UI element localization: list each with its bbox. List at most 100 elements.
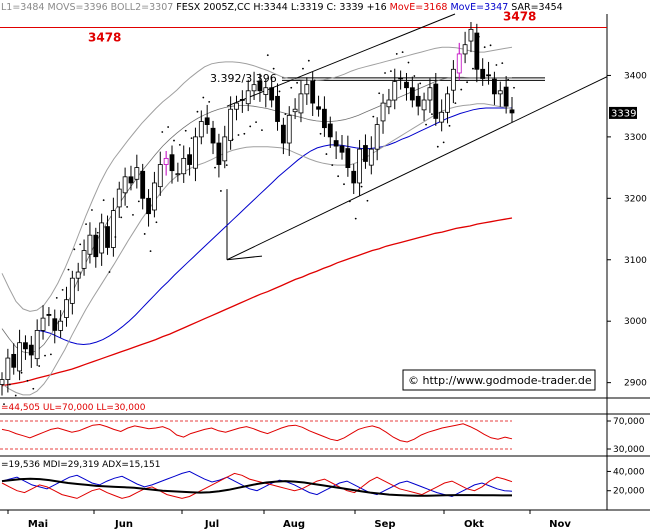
candle-body [363, 145, 368, 162]
sar-dot [161, 131, 164, 133]
sar-dot [401, 51, 404, 53]
candle-body [122, 176, 128, 194]
sar-dot [261, 129, 263, 132]
x-tick-label: Okt [464, 519, 484, 530]
candle-body [409, 87, 415, 101]
sar-dot [425, 123, 427, 126]
sar-dot [372, 115, 375, 118]
sar-dot [137, 200, 140, 203]
sar-dot [513, 86, 515, 89]
sar-dot [413, 75, 416, 77]
candle-body [439, 111, 445, 123]
candle-body [58, 320, 64, 331]
last-price-box [609, 106, 637, 119]
candle-body [69, 277, 75, 304]
candle-body [486, 74, 491, 77]
sar-dot [489, 44, 492, 47]
ema-short-line [37, 107, 512, 346]
sar-dot [454, 102, 457, 104]
candle-body [333, 140, 339, 147]
sar-dot [196, 110, 199, 113]
sar-dot [483, 46, 486, 49]
candle-body [17, 342, 22, 372]
sar-dot [3, 403, 5, 406]
bollinger-mid [1, 76, 512, 354]
candle-body [269, 87, 275, 101]
sar-dot [231, 138, 234, 141]
sar-dot [202, 96, 205, 99]
sar-dot [501, 62, 504, 65]
candle-body [222, 136, 228, 162]
candle-body [245, 90, 251, 105]
candle-body [310, 80, 316, 104]
sar-dot [278, 90, 281, 93]
y-tick-label: 3300 [624, 133, 647, 143]
sar-dot [237, 134, 240, 136]
sar-dot [8, 383, 11, 386]
candle-body [357, 148, 362, 184]
sar-dot [20, 371, 23, 374]
sar-dot [348, 200, 351, 203]
sar-dot [120, 216, 123, 219]
sar-dot [389, 70, 392, 73]
bollinger-upper [1, 46, 513, 312]
y-tick-label: 3200 [624, 194, 647, 204]
candle-body [204, 117, 210, 125]
rsi-header: =44,505 UL=70,000 LL=30,000 [1, 403, 146, 413]
candle-body [134, 167, 140, 180]
candle-body [474, 32, 480, 70]
sar-dot [290, 86, 293, 89]
candle-body [480, 68, 486, 79]
candle-body [503, 86, 509, 107]
sar-dot [49, 353, 52, 356]
header-part: MovE=3347 [450, 2, 508, 13]
candle-body [462, 44, 468, 55]
sar-dot [442, 141, 445, 144]
candle-body [34, 330, 40, 360]
sar-dot [302, 67, 304, 70]
x-tick-label: Nov [549, 519, 571, 530]
header-part: L1=3484 MOVS=3396 BOLL2=3307 [1, 2, 173, 13]
candle-body [0, 379, 5, 385]
candle-body [193, 136, 198, 169]
candle-body [157, 164, 163, 188]
sar-dot [85, 223, 87, 226]
x-tick-label: Sep [374, 519, 395, 530]
sar-dot [354, 217, 357, 220]
candle-body [146, 197, 151, 215]
candle-body [23, 342, 28, 350]
rsi-line [1, 423, 513, 443]
sar-dot [114, 236, 117, 238]
candle-body [427, 87, 433, 101]
candle-body [492, 78, 497, 95]
sar-dot [96, 231, 99, 234]
candle-body [386, 99, 392, 108]
candle-body [128, 176, 134, 184]
candle-body [345, 148, 351, 169]
candle-body [398, 77, 404, 80]
candle-body [152, 182, 157, 211]
sar-dot [26, 379, 29, 382]
sar-dot [132, 214, 134, 216]
sar-dot [307, 59, 310, 62]
candle-body [210, 127, 216, 144]
candle-body [415, 95, 421, 107]
sar-dot [255, 121, 257, 124]
sar-dot [178, 143, 181, 146]
candle-body [46, 314, 52, 316]
candle-body [351, 170, 357, 184]
sar-dot [190, 137, 193, 140]
candle-body [257, 80, 263, 92]
sar-dot [79, 243, 82, 246]
sar-dot [378, 92, 381, 95]
candle-body [239, 99, 245, 101]
candle-body [404, 81, 409, 89]
x-tick-label: Jul [204, 519, 219, 530]
ema-long-line [1, 217, 513, 387]
sar-dot [208, 100, 211, 103]
sar-dot [284, 113, 287, 116]
candle-body [40, 317, 46, 331]
candle-body [322, 108, 327, 129]
sar-dot [331, 164, 334, 167]
candle-body [339, 145, 345, 153]
